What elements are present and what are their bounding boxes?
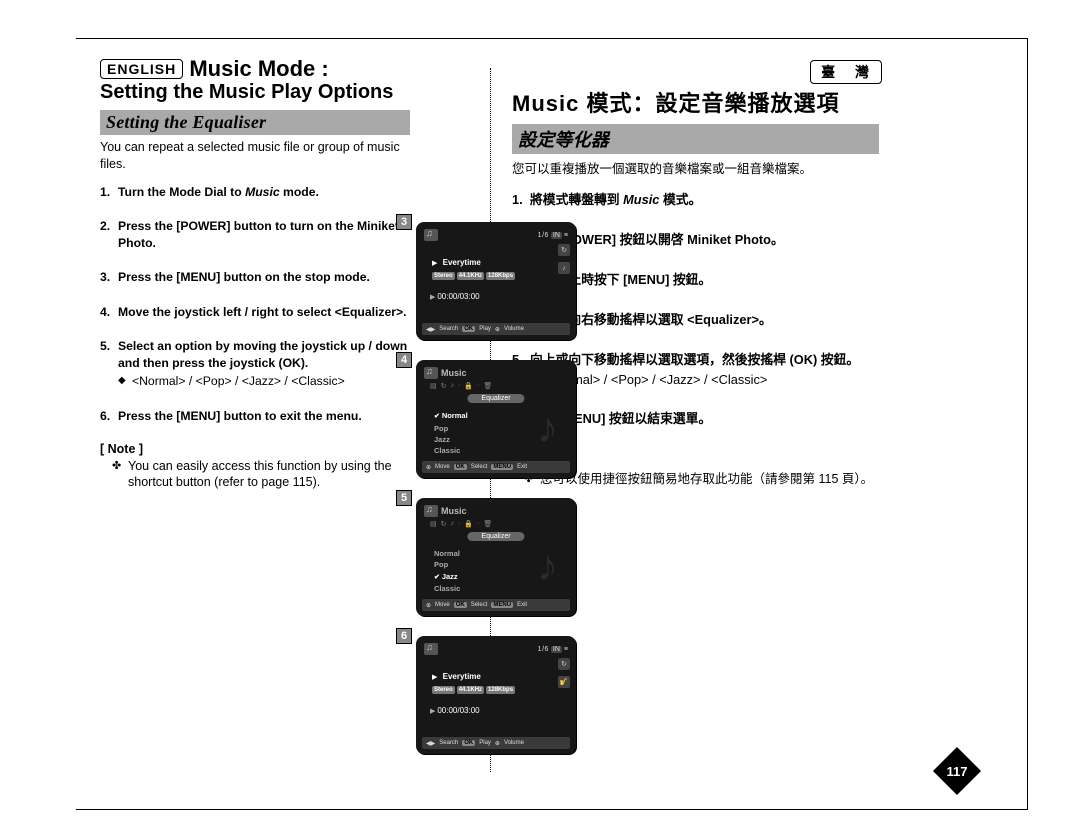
music-icon xyxy=(424,643,438,655)
step-4: Move the joystick left / right to select… xyxy=(100,304,410,320)
shot-number-3: 3 xyxy=(396,214,412,230)
subtitle-zh: 設定等化器 xyxy=(512,124,879,154)
list-icon: ≡ xyxy=(564,232,568,239)
step-6: Press the [MENU] button to exit the menu… xyxy=(100,408,410,424)
track-name: Everytime xyxy=(443,672,481,681)
bottom-bar: ⊕Move OKSelect MENUExit xyxy=(422,461,570,473)
jazz-icon: 🎷 xyxy=(558,676,570,688)
music-icon xyxy=(424,229,438,241)
step-2: Press the [POWER] button to turn on the … xyxy=(100,218,410,251)
step-zh-1: 將模式轉盤轉到 Music 模式。 xyxy=(512,191,882,209)
track-name: Everytime xyxy=(443,258,481,267)
note-body-en: You can easily access this function by u… xyxy=(100,458,410,491)
steps-en: Turn the Mode Dial to Music mode. Press … xyxy=(100,184,410,424)
title-line1: Music Mode : xyxy=(189,56,328,81)
screenshot-5: 5 Music ▤↻♪·🔒·🗑 Equalizer ♪ Normal Pop J… xyxy=(416,498,576,616)
intro-en: You can repeat a selected music file or … xyxy=(100,139,410,172)
bottom-bar: ◀▶Search OKPlay ⊕Volume xyxy=(422,737,570,749)
list-icon: ≡ xyxy=(564,646,568,653)
title-zh: Music 模式：設定音樂播放選項 xyxy=(512,86,882,118)
music-bg-icon: ♪ xyxy=(537,404,558,452)
eq-options-5: Normal Pop Jazz Classic xyxy=(434,548,460,594)
bottom-bar: ⊕Move OKSelect MENUExit xyxy=(422,599,570,611)
step-1: Turn the Mode Dial to Music mode. xyxy=(100,184,410,200)
timecode: 00:00/03:00 xyxy=(430,706,480,715)
equalizer-label: Equalizer xyxy=(467,532,524,541)
timecode: 00:00/03:00 xyxy=(430,292,480,301)
screenshot-3: 3 1/6 IN ≡ ↻ ♪ ▶ Everytime Stereo 44.1KH… xyxy=(416,222,576,340)
step-3: Press the [MENU] button on the stop mode… xyxy=(100,269,410,285)
note-head-en: [ Note ] xyxy=(100,442,410,456)
bottom-bar: ◀▶Search OKPlay ⊕Volume xyxy=(422,323,570,335)
shot-number-5: 5 xyxy=(396,490,412,506)
intro-zh: 您可以重複播放一個選取的音樂檔案或一組音樂檔案。 xyxy=(512,158,882,177)
taiwan-badge: 臺 灣 xyxy=(810,60,882,84)
screenshot-6: 6 1/6 IN ≡ ↻ 🎷 ▶ Everytime Stereo 44.1KH… xyxy=(416,636,576,754)
music-icon xyxy=(424,367,438,379)
subtitle-en: Setting the Equaliser xyxy=(100,110,410,135)
eq-options-4: Normal Pop Jazz Classic xyxy=(434,410,468,456)
repeat-icon: ↻ xyxy=(558,658,570,670)
left-column: ENGLISH Music Mode : Setting the Music P… xyxy=(100,60,410,491)
english-badge: ENGLISH xyxy=(100,59,183,79)
play-marker-icon: ▶ xyxy=(432,260,437,267)
music-bg-icon: ♪ xyxy=(537,542,558,590)
step-5: Select an option by moving the joystick … xyxy=(100,338,410,389)
eq-icon: ♪ xyxy=(558,262,570,274)
device-screenshots: 3 1/6 IN ≡ ↻ ♪ ▶ Everytime Stereo 44.1KH… xyxy=(404,222,576,774)
music-icon xyxy=(424,505,438,517)
equalizer-label: Equalizer xyxy=(467,394,524,403)
play-marker-icon: ▶ xyxy=(432,674,437,681)
screenshot-4: 4 Music ▤↻♪·🔒·🗑 Equalizer ♪ Normal Pop J… xyxy=(416,360,576,478)
repeat-icon: ↻ xyxy=(558,244,570,256)
title-line2: Setting the Music Play Options xyxy=(100,81,410,104)
shot-number-4: 4 xyxy=(396,352,412,368)
shot-number-6: 6 xyxy=(396,628,412,644)
